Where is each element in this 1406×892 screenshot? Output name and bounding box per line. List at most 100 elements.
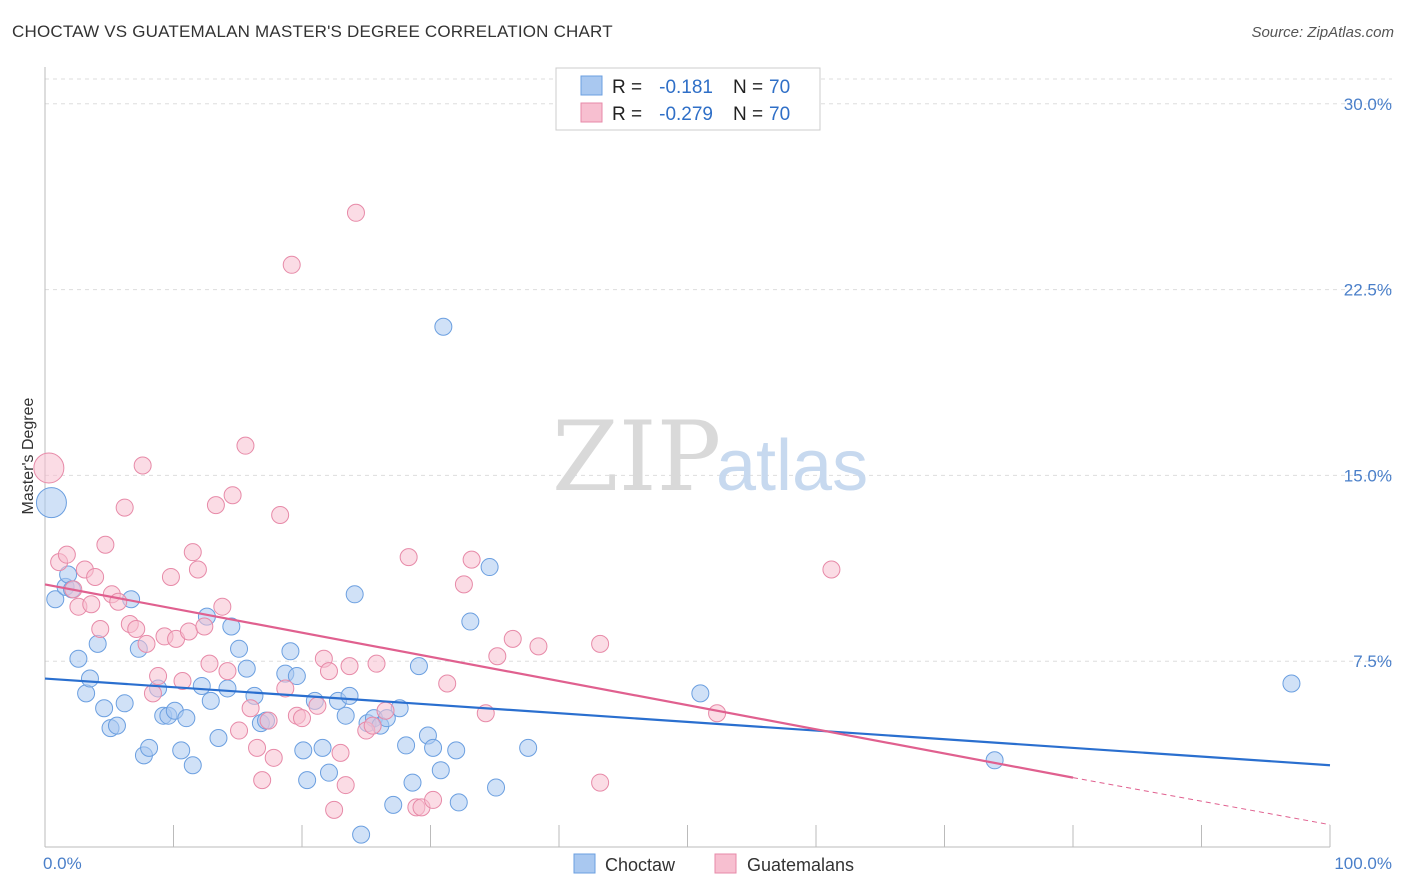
guatemalans-point: [503, 629, 522, 648]
watermark-zip: ZIP: [552, 401, 721, 513]
legend-r-label-2: R =: [612, 104, 642, 125]
guatemalans-point: [276, 679, 295, 698]
choctaw-point: [201, 691, 220, 710]
choctaw-point: [177, 709, 196, 728]
guatemalans-point: [149, 667, 168, 686]
choctaw-point: [107, 716, 126, 735]
guatemalans-point: [822, 560, 841, 579]
guatemalans-point: [271, 506, 290, 525]
choctaw-point: [140, 738, 159, 757]
guatemalans-point: [336, 776, 355, 795]
guatemalans-point: [331, 743, 350, 762]
guatemalans-point: [179, 622, 198, 641]
choctaw-point: [345, 585, 364, 604]
choctaw-point: [403, 773, 422, 792]
choctaw-point: [46, 590, 65, 609]
choctaw-point: [95, 699, 114, 718]
guatemalans-point: [206, 496, 225, 515]
guatemalans-point: [259, 711, 278, 730]
guatemalans-trend-line: [44, 583, 1074, 779]
choctaw-point: [487, 778, 506, 797]
guatemalans-point: [282, 255, 301, 274]
choctaw-point: [447, 741, 466, 760]
guatemalans-point: [454, 575, 473, 594]
choctaw-point: [480, 558, 499, 577]
choctaw-point: [519, 738, 538, 757]
guatemalans-point: [241, 699, 260, 718]
legend-swatch-choctaw: [580, 75, 603, 96]
watermark: ZIP atlas: [552, 401, 868, 513]
guatemalans-point: [91, 619, 110, 638]
guatemalans-point: [591, 634, 610, 653]
source-label: Source: ZipAtlas.com: [1251, 24, 1394, 41]
choctaw-point: [313, 738, 332, 757]
choctaw-point: [336, 706, 355, 725]
choctaw-point: [1282, 674, 1301, 693]
legend-label-guatemalans: Guatemalans: [747, 855, 854, 875]
choctaw-point: [77, 684, 96, 703]
guatemalans-point: [109, 592, 128, 611]
legend-r-label-1: R =: [612, 77, 642, 98]
legend-n-value-1: 70: [769, 77, 790, 98]
legend-n-value-2: 70: [769, 104, 790, 125]
choctaw-point: [80, 669, 99, 688]
guatemalans-point: [218, 662, 237, 681]
legend-n-label-2: N =: [733, 104, 763, 125]
guatemalans-point: [188, 560, 207, 579]
guatemalans-point: [529, 637, 548, 656]
guatemalans-point: [438, 674, 457, 693]
guatemalans-point: [82, 595, 101, 614]
legend-n-label-1: N =: [733, 77, 763, 98]
legend-swatch-guatemalans: [580, 102, 603, 123]
guatemalans-point: [346, 203, 365, 222]
y-tick-label: 15.0%: [1344, 466, 1392, 485]
guatemalans-point: [325, 800, 344, 819]
guatemalans-point: [127, 619, 146, 638]
choctaw-point: [287, 667, 306, 686]
choctaw-point: [88, 634, 107, 653]
y-tick-label: 7.5%: [1353, 652, 1392, 671]
guatemalans-point: [161, 567, 180, 586]
choctaw-point: [691, 684, 710, 703]
guatemalans-point: [137, 634, 156, 653]
series-legend: Choctaw Guatemalans: [573, 853, 854, 875]
y-axis-label: Master's Degree: [20, 397, 37, 514]
legend-r-value-2: -0.279: [659, 104, 713, 125]
x-tick-label-min: 0.0%: [43, 854, 82, 873]
choctaw-point: [298, 771, 317, 790]
choctaw-point: [183, 756, 202, 775]
choctaw-point: [384, 795, 403, 814]
guatemalans-point: [173, 672, 192, 691]
guatemalans-point: [223, 486, 242, 505]
guatemalans-trend-extension: [1072, 777, 1331, 826]
choctaw-point: [461, 612, 480, 631]
guatemalans-point: [200, 654, 219, 673]
guatemalans-point: [591, 773, 610, 792]
guatemalans-point: [143, 684, 162, 703]
guatemalans-point: [195, 617, 214, 636]
guatemalans-point: [96, 535, 115, 554]
choctaw-point: [431, 761, 450, 780]
guatemalans-point: [488, 647, 507, 666]
guatemalans-point: [319, 662, 338, 681]
guatemalans-point: [213, 597, 232, 616]
choctaw-point: [35, 487, 67, 519]
choctaw-point: [397, 736, 416, 755]
trend-layer: [44, 583, 1331, 826]
choctaw-point: [115, 694, 134, 713]
grid-layer: [45, 78, 1392, 662]
choctaw-point: [192, 676, 211, 695]
guatemalans-point: [424, 790, 443, 809]
guatemalans-point: [230, 721, 249, 740]
guatemalans-point: [708, 704, 727, 723]
choctaw-point: [209, 728, 228, 747]
points-layer: [33, 203, 1301, 844]
y-tick-label: 22.5%: [1344, 281, 1392, 300]
legend-label-choctaw: Choctaw: [605, 855, 676, 875]
guatemalans-point: [293, 709, 311, 728]
y-tick-label: 30.0%: [1344, 95, 1392, 114]
choctaw-point: [340, 686, 359, 705]
guatemalans-point: [376, 701, 395, 720]
ticklabel-layer: 7.5% 15.0% 22.5% 30.0% 0.0% 100.0%: [43, 95, 1392, 873]
